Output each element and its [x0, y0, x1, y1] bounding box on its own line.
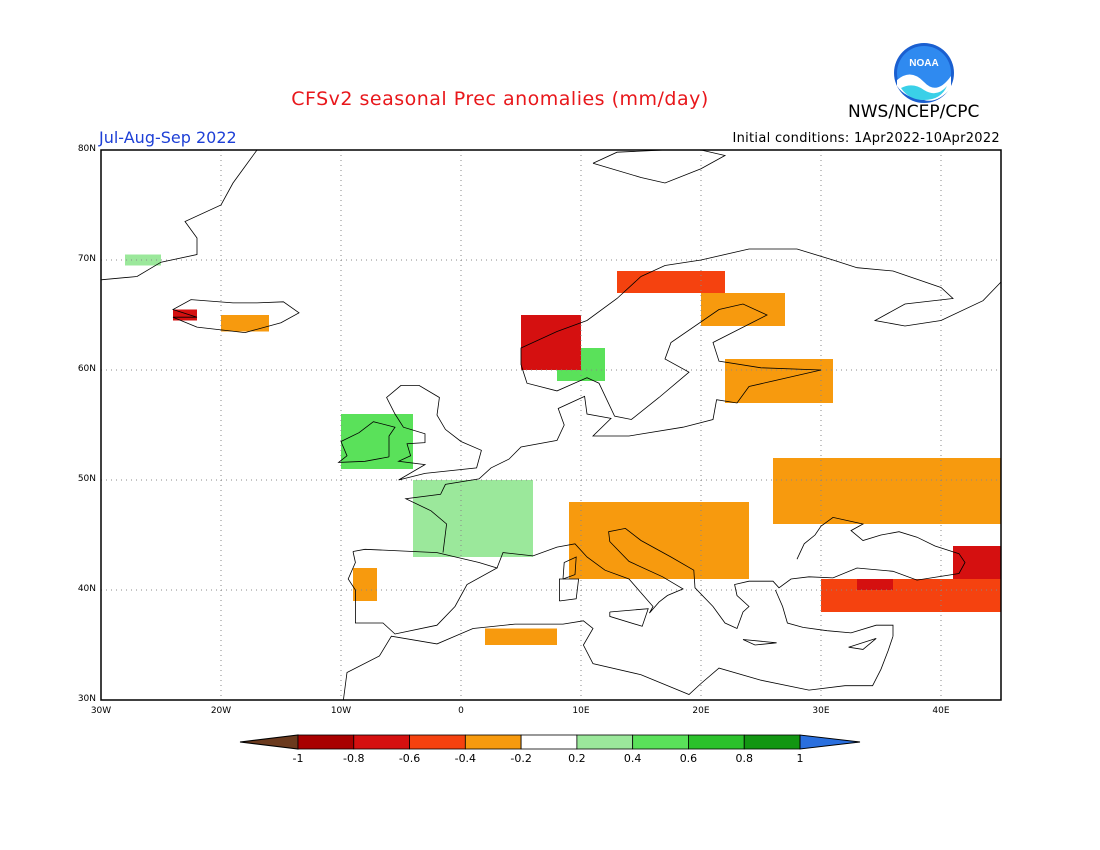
- lon-tick-label: 30E: [812, 706, 830, 716]
- colorbar: [239, 734, 861, 750]
- noaa-logo-icon: NOAA: [894, 43, 954, 103]
- colorbar-tick-label: -1: [292, 752, 304, 765]
- lon-tick-label: 20W: [210, 706, 232, 716]
- colorbar-tick-label: -0.6: [398, 752, 421, 765]
- coastline: [100, 149, 258, 281]
- lon-tick-label: 0: [458, 706, 464, 716]
- coastline: [404, 369, 822, 553]
- colorbar-tick-label: 0.4: [623, 752, 642, 765]
- chart-title: CFSv2 seasonal Prec anomalies (mm/day): [291, 88, 709, 110]
- lat-tick-label: 40N: [77, 584, 96, 594]
- coastline: [347, 548, 499, 635]
- map-frame: [100, 149, 1002, 701]
- coastline: [562, 556, 577, 580]
- coastline: [337, 421, 396, 463]
- colorbar-segment: [409, 734, 466, 750]
- anomaly-cell: [953, 546, 1001, 579]
- colorbar-segment: [576, 734, 634, 750]
- coastline: [496, 516, 966, 630]
- colorbar-tick-label: -0.2: [510, 752, 532, 765]
- noaa-logo-text: NOAA: [909, 58, 938, 69]
- coastline: [343, 620, 894, 701]
- lat-tick-label: 30N: [77, 694, 96, 704]
- initial-conditions-label: Initial conditions: 1Apr2022-10Apr2022: [732, 131, 1000, 146]
- lon-tick-label: 10W: [330, 706, 352, 716]
- map-background: [101, 150, 1001, 700]
- anomaly-cell: [173, 309, 197, 321]
- anomaly-cell: [413, 480, 533, 557]
- anomaly-cell: [773, 458, 1001, 524]
- anomaly-cell: [725, 359, 833, 403]
- coastline: [775, 589, 894, 637]
- coastline: [171, 299, 300, 334]
- coastlines: [100, 149, 1002, 701]
- colorbar-tick-label: -0.8: [343, 752, 365, 765]
- colorbar-segment: [520, 734, 578, 750]
- anomaly-cell: [125, 254, 161, 266]
- colorbar-tick-label: -0.4: [454, 752, 477, 765]
- lon-tick-label: 30W: [90, 706, 112, 716]
- colorbar-tick-label: 0.8: [735, 752, 753, 765]
- lat-tick-label: 80N: [77, 144, 96, 154]
- lon-tick-label: 40E: [932, 706, 950, 716]
- anomaly-cell: [701, 293, 785, 326]
- anomaly-cell: [353, 568, 377, 601]
- coastline: [559, 578, 580, 602]
- colorbar-tick-label: 0.2: [568, 752, 586, 765]
- coastline: [742, 639, 777, 646]
- coastline: [386, 384, 482, 481]
- colorbar-segment: [743, 734, 801, 750]
- anomaly-cell: [617, 271, 725, 293]
- colorbar-high-arrow: [799, 734, 861, 750]
- lat-tick-label: 60N: [77, 364, 96, 374]
- coastline: [609, 608, 649, 627]
- colorbar-segment: [632, 734, 689, 750]
- anomaly-cell: [821, 579, 1001, 612]
- colorbar-segment: [353, 734, 410, 750]
- anomaly-cell: [857, 579, 893, 590]
- colorbar-segment: [297, 734, 355, 750]
- coastline: [848, 638, 877, 650]
- anomaly-cell: [221, 315, 269, 332]
- lat-tick-label: 50N: [77, 474, 96, 484]
- anomaly-cell: [569, 502, 749, 579]
- lat-tick-label: 70N: [77, 254, 96, 264]
- colorbar-tick-label: 1: [796, 752, 804, 765]
- lon-tick-label: 20E: [692, 706, 710, 716]
- season-label: Jul-Aug-Sep 2022: [99, 128, 237, 147]
- anomaly-cell: [485, 628, 557, 645]
- coastline: [520, 248, 1002, 420]
- colorbar-segment: [464, 734, 522, 750]
- agency-label: NWS/NCEP/CPC: [848, 102, 980, 122]
- coastline: [592, 149, 727, 184]
- lon-tick-label: 10E: [572, 706, 590, 716]
- colorbar-low-arrow: [239, 734, 299, 750]
- colorbar-tick-label: 0.6: [679, 752, 698, 765]
- colorbar-segment: [688, 734, 745, 750]
- anomaly-cell: [521, 315, 581, 370]
- map-gridlines: [101, 150, 1001, 700]
